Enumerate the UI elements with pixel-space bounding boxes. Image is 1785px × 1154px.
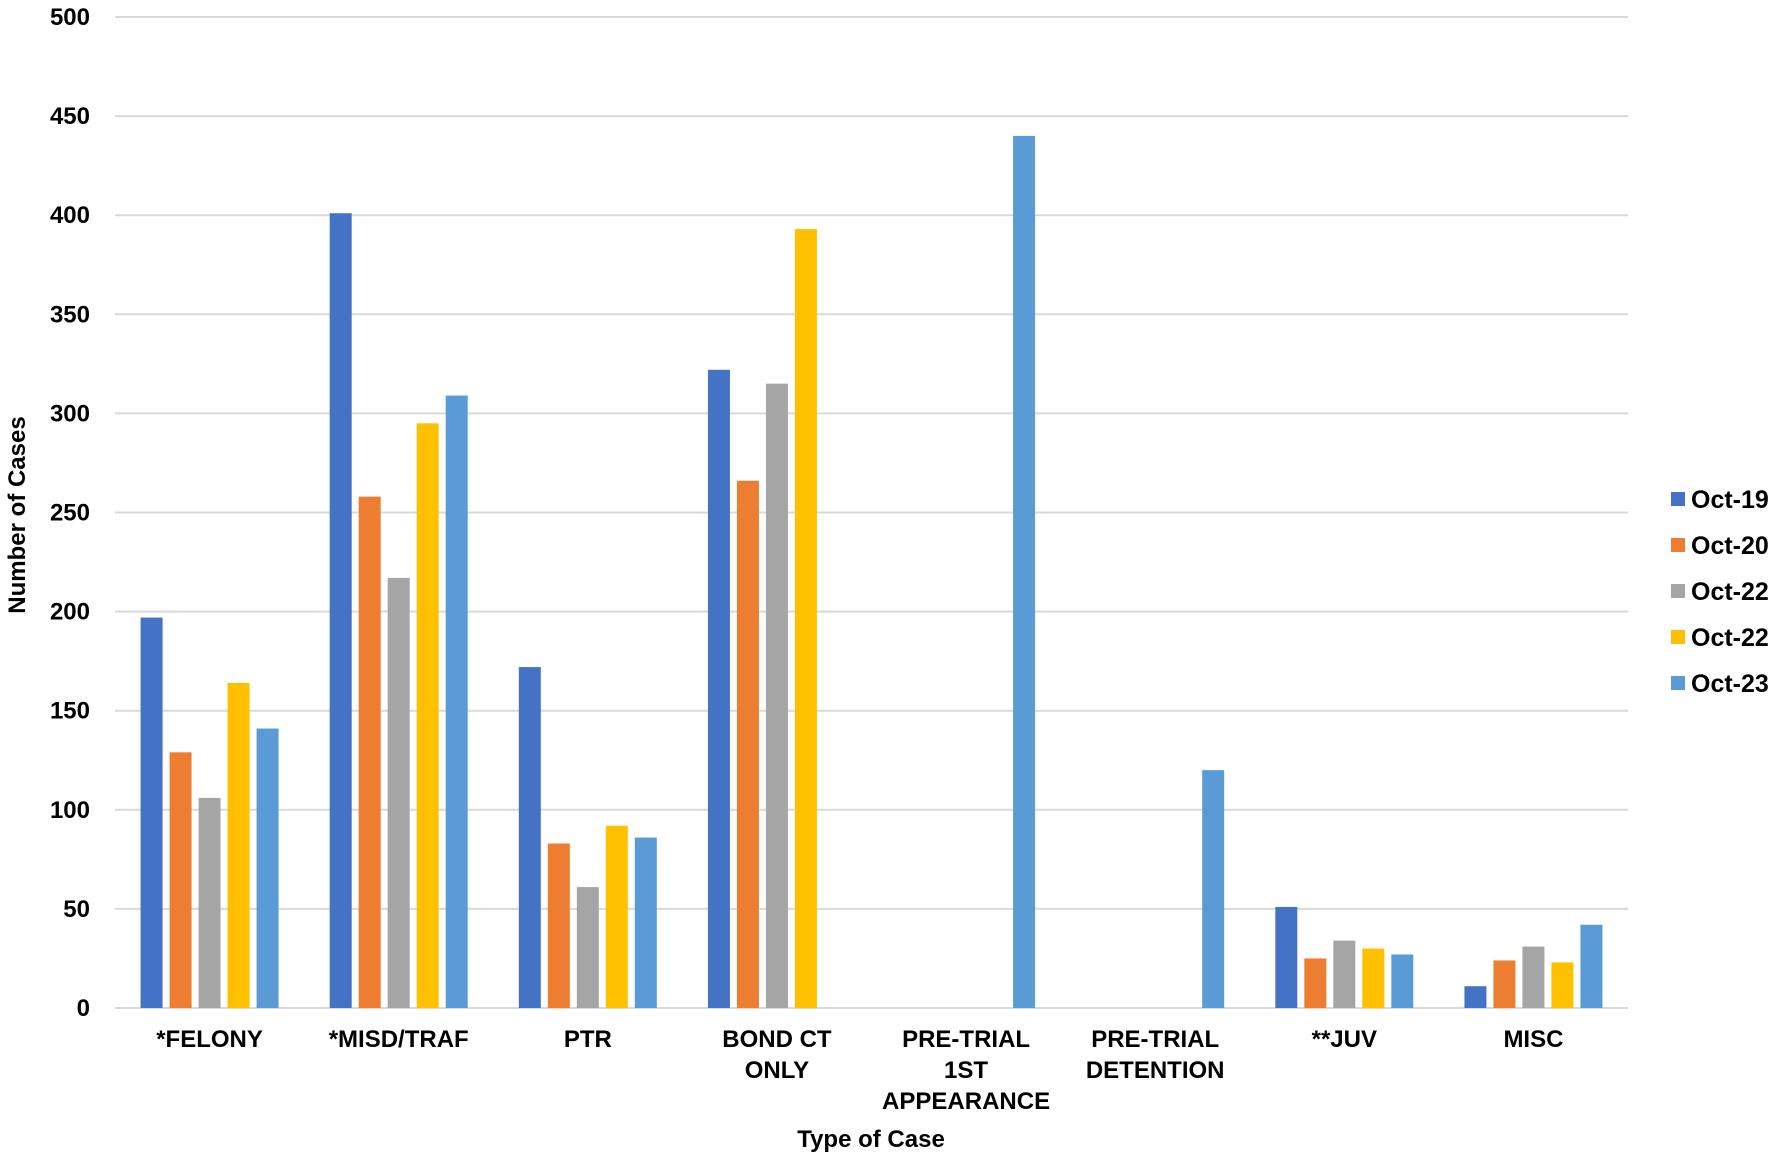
legend-label: Oct-20 bbox=[1691, 532, 1769, 560]
legend-swatch bbox=[1671, 584, 1685, 598]
bar-oct-23-cat-4 bbox=[1013, 135, 1036, 1009]
bar-oct-22-cat-6 bbox=[1333, 940, 1356, 1008]
x-category-label: **JUV bbox=[1312, 1026, 1377, 1053]
y-tick-label: 0 bbox=[77, 995, 90, 1022]
bar-oct-23-cat-2 bbox=[634, 837, 657, 1008]
y-axis-ticks: 0 50 100 150 200 250 300 350 400 450 500 bbox=[50, 4, 90, 1022]
bar-oct-22-cat-3 bbox=[794, 229, 817, 1009]
legend-item: Oct-19 bbox=[1671, 486, 1769, 514]
bar-oct-19-cat-2 bbox=[518, 667, 541, 1008]
bar-oct-19-cat-3 bbox=[707, 369, 730, 1008]
y-tick-label: 200 bbox=[50, 599, 90, 626]
bar-oct-23-cat-5 bbox=[1202, 770, 1225, 1008]
x-category-label: *FELONY bbox=[156, 1026, 263, 1053]
bar-oct-22-cat-7 bbox=[1522, 946, 1545, 1008]
legend-label: Oct-22 bbox=[1691, 624, 1769, 652]
y-tick-label: 300 bbox=[50, 400, 90, 427]
bar-oct-22-cat-0 bbox=[198, 797, 221, 1008]
bar-oct-22-cat-3 bbox=[765, 383, 788, 1008]
x-category-label: PRE-TRIAL 1ST APPEARANCE bbox=[882, 1026, 1050, 1115]
legend-swatch bbox=[1671, 538, 1685, 552]
legend-item: Oct-20 bbox=[1671, 532, 1769, 560]
bar-oct-23-cat-1 bbox=[445, 395, 468, 1008]
legend-item: Oct-22 bbox=[1671, 624, 1769, 652]
legend-swatch bbox=[1671, 630, 1685, 644]
x-category-label: MISC bbox=[1503, 1026, 1563, 1053]
legend-swatch bbox=[1671, 492, 1685, 506]
y-tick-label: 500 bbox=[50, 4, 90, 31]
legend-swatch bbox=[1671, 676, 1685, 690]
x-category-label: *MISD/TRAF bbox=[329, 1026, 469, 1053]
bar-oct-19-cat-6 bbox=[1275, 906, 1298, 1008]
bars bbox=[140, 135, 1603, 1009]
legend-label: Oct-19 bbox=[1691, 486, 1769, 514]
bar-oct-19-cat-1 bbox=[329, 213, 352, 1008]
bar-oct-20-cat-6 bbox=[1304, 958, 1327, 1008]
bar-oct-22-cat-1 bbox=[416, 423, 439, 1008]
y-axis-title: Number of Cases bbox=[4, 416, 31, 613]
x-category-label: PTR bbox=[564, 1026, 612, 1053]
legend: Oct-19 Oct-20 Oct-22 Oct-22 Oct-23 bbox=[1671, 486, 1769, 698]
bar-oct-20-cat-3 bbox=[736, 480, 759, 1009]
bar-oct-20-cat-0 bbox=[169, 752, 192, 1008]
bar-oct-22-cat-2 bbox=[605, 825, 628, 1008]
legend-item: Oct-23 bbox=[1671, 670, 1769, 698]
bar-oct-23-cat-7 bbox=[1580, 924, 1603, 1008]
bar-oct-22-cat-0 bbox=[227, 682, 250, 1008]
bar-oct-22-cat-7 bbox=[1551, 962, 1574, 1008]
y-tick-label: 50 bbox=[63, 896, 90, 923]
x-category-label: PRE-TRIAL DETENTION bbox=[1086, 1026, 1225, 1084]
y-tick-label: 450 bbox=[50, 103, 90, 130]
y-tick-label: 250 bbox=[50, 500, 90, 527]
bar-oct-22-cat-1 bbox=[387, 577, 410, 1008]
bar-oct-22-cat-2 bbox=[576, 887, 599, 1008]
x-axis-title: Type of Case bbox=[797, 1126, 945, 1153]
bar-oct-22-cat-6 bbox=[1362, 948, 1385, 1008]
y-tick-label: 150 bbox=[50, 698, 90, 725]
bar-oct-23-cat-0 bbox=[256, 728, 279, 1008]
x-axis-category-labels: *FELONY *MISD/TRAF PTR BOND CT ONLY PRE-TRIAL… bbox=[156, 1026, 1563, 1115]
x-category-label: BOND CT ONLY bbox=[722, 1026, 832, 1084]
y-tick-label: 400 bbox=[50, 202, 90, 229]
legend-item: Oct-22 bbox=[1671, 578, 1769, 606]
bar-oct-23-cat-6 bbox=[1391, 954, 1414, 1008]
bar-oct-20-cat-2 bbox=[547, 843, 570, 1008]
y-tick-label: 350 bbox=[50, 301, 90, 328]
bar-oct-19-cat-7 bbox=[1464, 986, 1487, 1008]
bar-oct-20-cat-1 bbox=[358, 496, 381, 1008]
legend-label: Oct-23 bbox=[1691, 670, 1769, 698]
legend-label: Oct-22 bbox=[1691, 578, 1769, 606]
bar-oct-20-cat-7 bbox=[1493, 960, 1516, 1008]
bar-oct-19-cat-0 bbox=[140, 617, 163, 1008]
y-tick-label: 100 bbox=[50, 797, 90, 824]
